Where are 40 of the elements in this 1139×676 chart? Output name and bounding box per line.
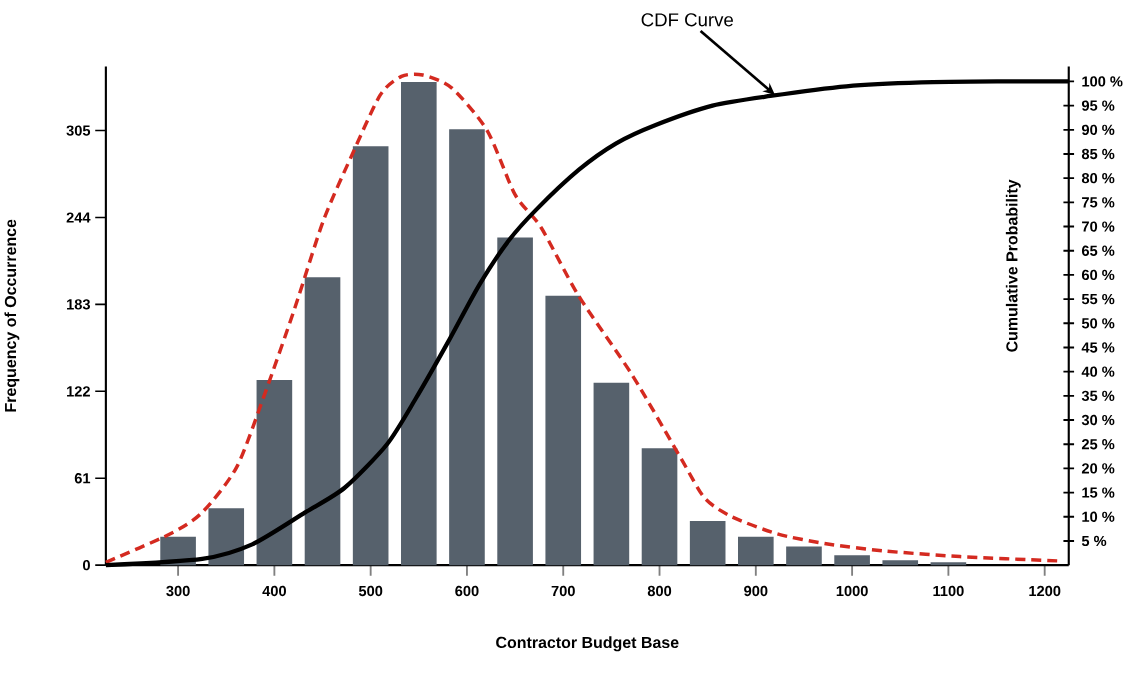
x-axis-title: Contractor Budget Base <box>496 636 679 652</box>
y2-tick-label: 35 % <box>1081 390 1115 402</box>
x-tick-label: 700 <box>551 586 575 597</box>
y2-tick-label: 55 % <box>1081 294 1115 305</box>
y2-tick-label: 90 % <box>1081 124 1115 136</box>
y-tick-label: 61 <box>74 473 91 484</box>
y-tick-label: 244 <box>66 212 91 223</box>
y2-tick-label: 100 % <box>1082 76 1123 87</box>
x-tick-label: 300 <box>166 586 190 597</box>
x-tick-label: 900 <box>744 586 768 597</box>
y2-tick-label: 70 % <box>1082 221 1115 232</box>
y-tick-label: 183 <box>67 299 91 310</box>
y-tick-label: 305 <box>66 125 91 136</box>
y2-axis-title: Cumulative Probability <box>1005 179 1021 353</box>
y2-tick-label: 95 % <box>1081 100 1115 112</box>
x-tick-label: 1000 <box>836 586 868 597</box>
y2-tick-label: 65 % <box>1081 245 1115 257</box>
y2-tick-label: 75 % <box>1082 197 1115 208</box>
x-tick-label: 500 <box>358 586 383 597</box>
y2-tick-label: 30 % <box>1081 415 1115 426</box>
x-tick-label: 1100 <box>933 586 964 597</box>
x-tick-label: 600 <box>455 586 479 597</box>
y2-tick-label: 20 % <box>1081 463 1115 474</box>
y-tick-label: 0 <box>82 560 90 571</box>
y2-tick-label: 25 % <box>1081 439 1115 450</box>
x-tick-label: 400 <box>262 586 286 597</box>
y2-tick-label: 45 % <box>1081 342 1115 353</box>
y2-tick-label: 40 % <box>1081 366 1115 378</box>
y2-tick-label: 15 % <box>1082 487 1115 498</box>
y2-tick-label: 5 % <box>1081 536 1107 547</box>
y2-tick-label: 60 % <box>1081 270 1115 281</box>
y2-tick-label: 50 % <box>1081 318 1115 329</box>
y2-tick-label: 80 % <box>1081 173 1115 184</box>
y-axis-title: Frequency of Occurrence <box>4 219 20 412</box>
x-tick-label: 800 <box>647 586 672 597</box>
annotation: CDF Curve <box>641 13 733 27</box>
y-tick-label: 122 <box>67 386 90 397</box>
y2-tick-label: 85 % <box>1081 149 1115 160</box>
x-tick-label: 1200 <box>1029 586 1061 597</box>
y2-tick-label: 10 % <box>1082 511 1115 523</box>
